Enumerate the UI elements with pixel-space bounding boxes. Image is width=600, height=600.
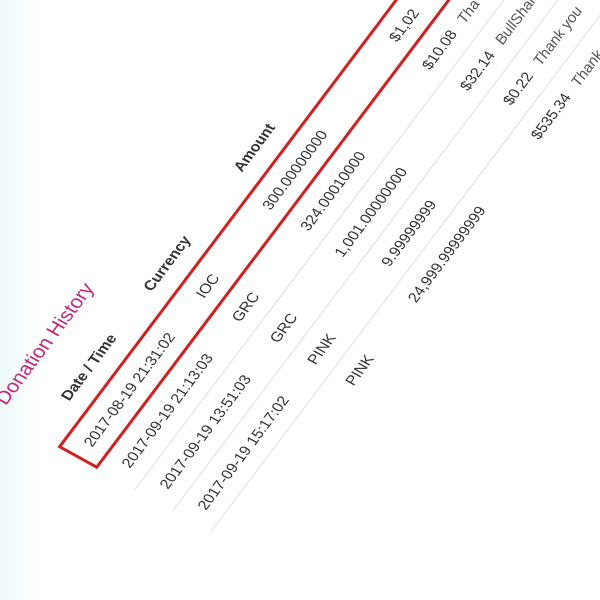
edge-shade: [0, 0, 40, 600]
donation-panel: Donation History Date / Time Currency Amou…: [0, 0, 600, 553]
